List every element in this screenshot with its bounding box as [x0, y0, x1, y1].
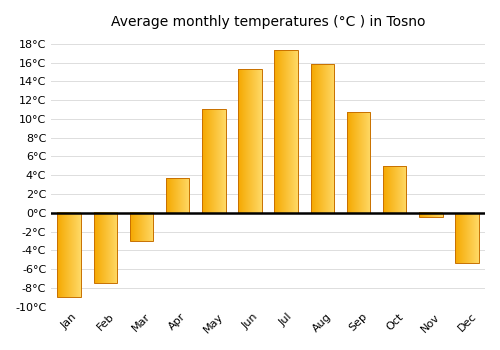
Bar — [58, 213, 81, 297]
Bar — [455, 213, 478, 262]
Bar — [166, 178, 190, 213]
Bar — [310, 64, 334, 213]
Bar — [274, 50, 298, 213]
Bar — [94, 213, 117, 283]
Bar — [383, 166, 406, 213]
Title: Average monthly temperatures (°C ) in Tosno: Average monthly temperatures (°C ) in To… — [111, 15, 426, 29]
Bar — [130, 213, 154, 241]
Bar — [346, 112, 370, 213]
Bar — [419, 213, 442, 217]
Bar — [238, 69, 262, 213]
Bar — [202, 110, 226, 213]
